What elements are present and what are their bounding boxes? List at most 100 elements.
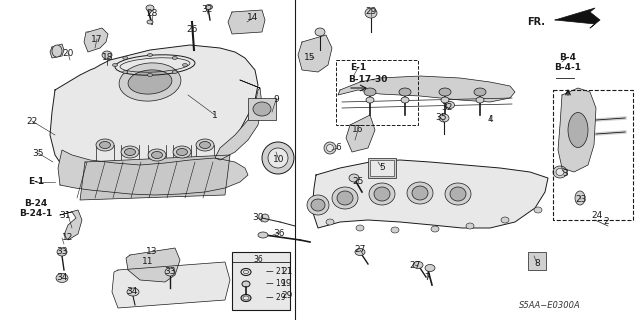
- Text: 17: 17: [92, 35, 103, 44]
- Text: B-24-1: B-24-1: [19, 210, 52, 219]
- Ellipse shape: [401, 97, 409, 103]
- Polygon shape: [215, 80, 262, 160]
- Text: 14: 14: [247, 13, 259, 22]
- Polygon shape: [558, 88, 596, 172]
- Ellipse shape: [315, 28, 325, 36]
- Ellipse shape: [128, 70, 172, 94]
- Ellipse shape: [147, 20, 153, 24]
- Polygon shape: [312, 160, 548, 228]
- Text: — 29: — 29: [266, 293, 285, 302]
- Ellipse shape: [369, 183, 395, 205]
- Text: 11: 11: [142, 258, 154, 267]
- Text: 36: 36: [273, 228, 285, 237]
- Text: 29: 29: [365, 6, 377, 15]
- Ellipse shape: [407, 182, 433, 204]
- Text: 22: 22: [26, 116, 38, 125]
- Bar: [370, 160, 394, 176]
- Text: B-4: B-4: [559, 52, 577, 61]
- Ellipse shape: [556, 169, 564, 175]
- Ellipse shape: [243, 296, 249, 300]
- Ellipse shape: [366, 97, 374, 103]
- Ellipse shape: [534, 207, 542, 213]
- Text: 19: 19: [281, 278, 292, 287]
- Polygon shape: [60, 210, 82, 240]
- Ellipse shape: [123, 71, 128, 74]
- Ellipse shape: [356, 225, 364, 231]
- Text: E-1: E-1: [28, 178, 44, 187]
- Ellipse shape: [262, 142, 294, 174]
- Ellipse shape: [177, 148, 188, 156]
- Text: B-17-30: B-17-30: [348, 76, 388, 84]
- Bar: [248, 98, 276, 120]
- Ellipse shape: [123, 56, 128, 60]
- Text: 34: 34: [56, 274, 68, 283]
- Text: 24: 24: [591, 212, 603, 220]
- Bar: [553, 90, 633, 220]
- Ellipse shape: [165, 268, 175, 276]
- Ellipse shape: [575, 191, 585, 205]
- Text: 26: 26: [186, 26, 198, 35]
- Polygon shape: [126, 248, 180, 282]
- Ellipse shape: [147, 53, 152, 57]
- Ellipse shape: [113, 63, 118, 67]
- Ellipse shape: [125, 148, 136, 156]
- Ellipse shape: [99, 141, 111, 148]
- Ellipse shape: [243, 270, 248, 274]
- Text: 1: 1: [212, 110, 218, 119]
- Polygon shape: [50, 45, 258, 195]
- Ellipse shape: [474, 88, 486, 96]
- Ellipse shape: [121, 146, 139, 158]
- Ellipse shape: [307, 195, 329, 215]
- Text: 4: 4: [487, 116, 493, 124]
- Text: 2: 2: [603, 218, 609, 227]
- Ellipse shape: [311, 199, 325, 211]
- Text: 31: 31: [60, 211, 71, 220]
- Ellipse shape: [445, 101, 454, 108]
- Ellipse shape: [56, 274, 68, 283]
- Polygon shape: [228, 10, 265, 34]
- Text: 6: 6: [335, 143, 341, 153]
- Text: 27: 27: [410, 260, 420, 269]
- Bar: [336, 60, 418, 125]
- Ellipse shape: [96, 139, 114, 151]
- Ellipse shape: [147, 74, 152, 76]
- Ellipse shape: [399, 88, 411, 96]
- Ellipse shape: [391, 227, 399, 233]
- Polygon shape: [58, 150, 248, 195]
- Text: 8: 8: [534, 259, 540, 268]
- Text: E-1: E-1: [350, 63, 366, 73]
- Text: 7: 7: [424, 274, 430, 283]
- Ellipse shape: [172, 71, 177, 74]
- Ellipse shape: [119, 63, 181, 101]
- Ellipse shape: [182, 63, 188, 67]
- Ellipse shape: [412, 186, 428, 200]
- Ellipse shape: [349, 174, 359, 182]
- Polygon shape: [50, 44, 64, 58]
- Ellipse shape: [364, 88, 376, 96]
- Text: 33: 33: [56, 247, 68, 257]
- Ellipse shape: [568, 113, 588, 148]
- Ellipse shape: [355, 249, 365, 255]
- Ellipse shape: [261, 214, 269, 222]
- Text: 12: 12: [62, 234, 74, 243]
- Ellipse shape: [253, 102, 271, 116]
- Text: 32: 32: [202, 5, 212, 14]
- Text: 5: 5: [379, 164, 385, 172]
- Text: 30: 30: [252, 213, 264, 222]
- Ellipse shape: [127, 288, 139, 296]
- Ellipse shape: [476, 97, 484, 103]
- Ellipse shape: [553, 166, 567, 178]
- Text: 13: 13: [147, 246, 157, 255]
- Ellipse shape: [439, 114, 449, 122]
- Text: 35: 35: [435, 114, 447, 123]
- Ellipse shape: [413, 261, 423, 268]
- Ellipse shape: [152, 151, 163, 158]
- Text: B-4-1: B-4-1: [554, 63, 582, 73]
- Ellipse shape: [431, 226, 439, 232]
- Ellipse shape: [365, 8, 377, 18]
- Bar: [232, 252, 290, 310]
- Ellipse shape: [425, 265, 435, 271]
- Text: 16: 16: [352, 125, 364, 134]
- Ellipse shape: [324, 142, 336, 154]
- Ellipse shape: [148, 149, 166, 161]
